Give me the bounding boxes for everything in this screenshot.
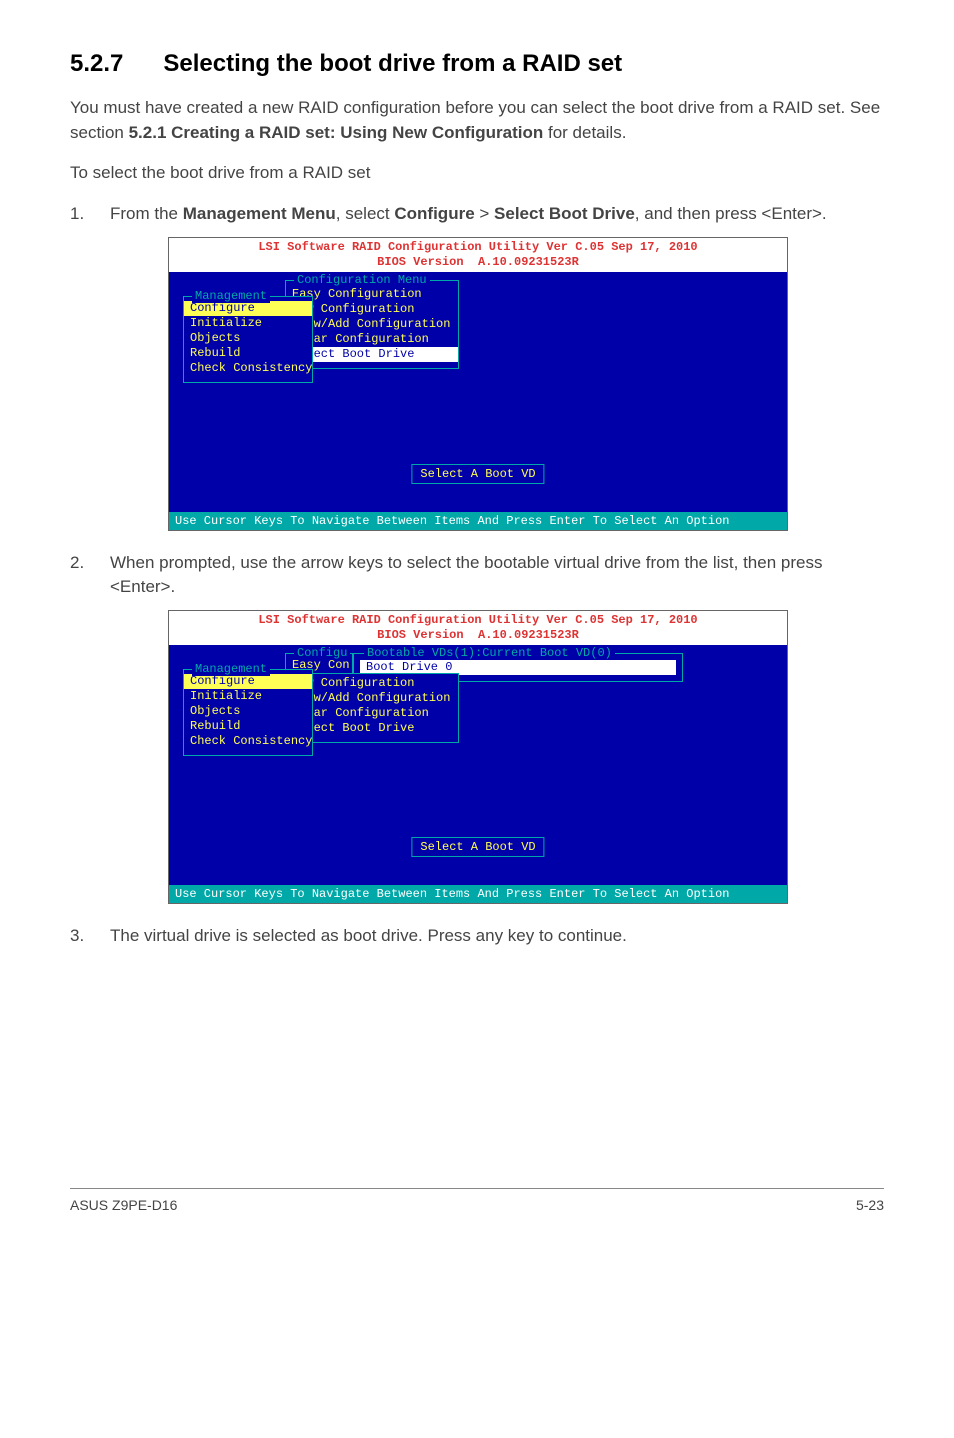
bios1-cfg-legend: Configuration Menu [294, 273, 430, 287]
step-2: 2. When prompted, use the arrow keys to … [70, 551, 884, 600]
bios2-mgmt-configure: Configure [184, 674, 312, 689]
bios1-area: Configuration Menu Easy Configuration Ne… [169, 272, 787, 512]
step-1-num: 1. [70, 202, 110, 227]
bios1-mgmt-check: Check Consistency [184, 361, 312, 376]
bios2-title-l2: BIOS Version A.10.09231523R [377, 628, 579, 642]
s1c: , select [336, 204, 395, 223]
s1b: Management Menu [183, 204, 336, 223]
bios1-titlebar: LSI Software RAID Configuration Utility … [169, 238, 787, 272]
bios2-title-l1: LSI Software RAID Configuration Utility … [258, 613, 697, 627]
step-1: 1. From the Management Menu, select Conf… [70, 202, 884, 227]
intro-paragraph-1: You must have created a new RAID configu… [70, 96, 884, 145]
bios2-easycon-legend: Configu [294, 646, 350, 660]
bios2-boot-legend: Bootable VDs(1):Current Boot VD(0) [364, 646, 615, 660]
bios1-title-l2: BIOS Version A.10.09231523R [377, 255, 579, 269]
page-footer: ASUS Z9PE-D16 5-23 [70, 1188, 884, 1213]
step-3-num: 3. [70, 924, 110, 949]
step-2-num: 2. [70, 551, 110, 600]
step-3-text: The virtual drive is selected as boot dr… [110, 924, 884, 949]
section-heading: 5.2.7 Selecting the boot drive from a RAI… [70, 50, 884, 78]
step-1-text: From the Management Menu, select Configu… [110, 202, 884, 227]
intro-paragraph-2: To select the boot drive from a RAID set [70, 161, 884, 186]
bios1-mgmt-initialize: Initialize [184, 316, 312, 331]
bios2-titlebar: LSI Software RAID Configuration Utility … [169, 611, 787, 645]
footer-left: ASUS Z9PE-D16 [70, 1197, 177, 1213]
bios1-mgmt-menu: Management Configure Initialize Objects … [183, 296, 313, 383]
s1f: Select Boot Drive [494, 204, 635, 223]
section-title-text: Selecting the boot drive from a RAID set [163, 50, 622, 77]
step-3: 3. The virtual drive is selected as boot… [70, 924, 884, 949]
section-number: 5.2.7 [70, 50, 123, 78]
bios1-footer: Use Cursor Keys To Navigate Between Item… [169, 512, 787, 530]
bios1-mgmt-rebuild: Rebuild [184, 346, 312, 361]
bios2-hint: Select A Boot VD [411, 837, 544, 857]
s1e: > [475, 204, 494, 223]
bios2-mgmt-rebuild: Rebuild [184, 719, 312, 734]
bios2-mgmt-check: Check Consistency [184, 734, 312, 749]
bios-screenshot-2: LSI Software RAID Configuration Utility … [168, 610, 788, 904]
bios1-mgmt-objects: Objects [184, 331, 312, 346]
bios2-footer: Use Cursor Keys To Navigate Between Item… [169, 885, 787, 903]
bios-screenshot-1: LSI Software RAID Configuration Utility … [168, 237, 788, 531]
intro-1c: for details. [543, 123, 626, 142]
intro-1b: 5.2.1 Creating a RAID set: Using New Con… [129, 123, 544, 142]
s1g: , and then press <Enter>. [635, 204, 827, 223]
bios2-area: Bootable VDs(1):Current Boot VD(0) Boot … [169, 645, 787, 885]
bios2-mgmt-objects: Objects [184, 704, 312, 719]
bios2-mgmt-legend: Management [192, 662, 270, 676]
bios1-mgmt-configure: Configure [184, 301, 312, 316]
bios1-mgmt-legend: Management [192, 289, 270, 303]
bios2-mgmt-menu: Management Configure Initialize Objects … [183, 669, 313, 756]
footer-right: 5-23 [856, 1197, 884, 1213]
bios1-title-l1: LSI Software RAID Configuration Utility … [258, 240, 697, 254]
s1a: From the [110, 204, 183, 223]
bios2-mgmt-initialize: Initialize [184, 689, 312, 704]
bios1-hint: Select A Boot VD [411, 464, 544, 484]
s1d: Configure [394, 204, 474, 223]
step-2-text: When prompted, use the arrow keys to sel… [110, 551, 884, 600]
